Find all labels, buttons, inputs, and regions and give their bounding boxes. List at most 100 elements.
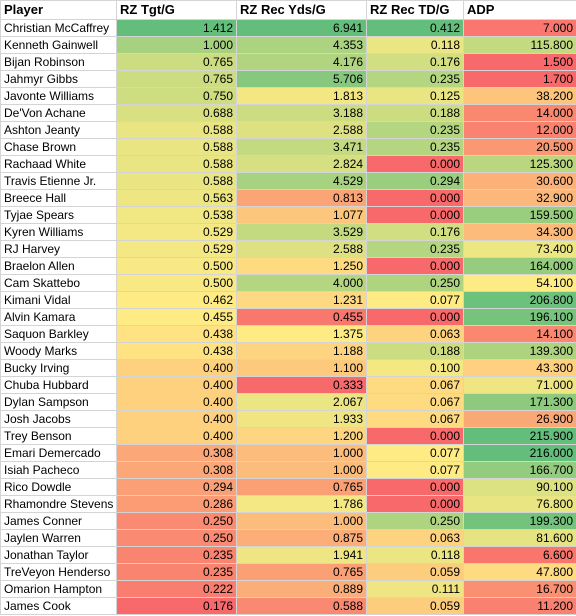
stat-cell: 0.077 [366, 291, 464, 309]
stat-cell: 0.063 [366, 325, 464, 343]
table-row: Dylan Sampson 0.400 2.067 0.067 171.300 [0, 393, 576, 411]
stat-cell: 0.000 [366, 308, 464, 326]
stat-cell: 0.250 [116, 512, 237, 530]
stat-cell: 0.125 [366, 87, 464, 105]
player-name: Chase Brown [0, 138, 117, 156]
stat-cell: 11.200 [463, 597, 576, 615]
stat-cell: 30.600 [463, 172, 576, 190]
stat-cell: 3.188 [236, 104, 367, 122]
table-row: Braelon Allen 0.500 1.250 0.000 164.000 [0, 257, 576, 275]
table-row: Kenneth Gainwell 1.000 4.353 0.118 115.800 [0, 36, 576, 54]
stat-cell: 0.500 [116, 274, 237, 292]
stat-cell: 0.400 [116, 427, 237, 445]
stat-cell: 0.750 [116, 87, 237, 105]
stat-cell: 0.412 [366, 19, 464, 37]
table-row: Kimani Vidal 0.462 1.231 0.077 206.800 [0, 291, 576, 309]
stat-cell: 215.900 [463, 427, 576, 445]
table-row: Cam Skattebo 0.500 4.000 0.250 54.100 [0, 274, 576, 292]
column-header: RZ Tgt/G [116, 0, 237, 20]
stat-cell: 1.077 [236, 206, 367, 224]
stat-cell: 4.176 [236, 53, 367, 71]
player-name: James Cook [0, 597, 117, 615]
player-name: Braelon Allen [0, 257, 117, 275]
stat-cell: 0.176 [116, 597, 237, 615]
stat-cell: 90.100 [463, 478, 576, 496]
stat-cell: 0.588 [116, 155, 237, 173]
stat-cell: 1.412 [116, 19, 237, 37]
table-row: Bucky Irving 0.400 1.100 0.100 43.300 [0, 359, 576, 377]
stat-cell: 0.529 [116, 240, 237, 258]
stat-cell: 1.933 [236, 410, 367, 428]
stat-cell: 0.438 [116, 342, 237, 360]
table-header: Player RZ Tgt/G RZ Rec Yds/G RZ Rec TD/G ADP [0, 0, 576, 20]
stat-cell: 0.588 [116, 121, 237, 139]
stat-cell: 0.000 [366, 427, 464, 445]
player-name: James Conner [0, 512, 117, 530]
stat-cell: 0.294 [366, 172, 464, 190]
stat-cell: 20.500 [463, 138, 576, 156]
stat-cell: 0.688 [116, 104, 237, 122]
stat-cell: 0.462 [116, 291, 237, 309]
stat-cell: 0.765 [236, 478, 367, 496]
stat-cell: 0.118 [366, 36, 464, 54]
stat-cell: 0.250 [366, 512, 464, 530]
stat-cell: 3.529 [236, 223, 367, 241]
stat-cell: 47.800 [463, 563, 576, 581]
stat-cell: 0.250 [366, 274, 464, 292]
stat-cell: 76.800 [463, 495, 576, 513]
player-name: Chuba Hubbard [0, 376, 117, 394]
stat-cell: 38.200 [463, 87, 576, 105]
stat-cell: 0.400 [116, 393, 237, 411]
stat-cell: 1.500 [463, 53, 576, 71]
stat-cell: 2.067 [236, 393, 367, 411]
stat-cell: 1.100 [236, 359, 367, 377]
stat-cell: 1.000 [236, 461, 367, 479]
player-name: Javonte Williams [0, 87, 117, 105]
player-name: Kimani Vidal [0, 291, 117, 309]
stat-cell: 125.300 [463, 155, 576, 173]
stat-cell: 0.538 [116, 206, 237, 224]
column-header: RZ Rec Yds/G [236, 0, 367, 20]
table-row: Travis Etienne Jr. 0.588 4.529 0.294 30.600 [0, 172, 576, 190]
stat-cell: 0.000 [366, 206, 464, 224]
stat-cell: 0.286 [116, 495, 237, 513]
table-row: Tyjae Spears 0.538 1.077 0.000 159.500 [0, 206, 576, 224]
column-header: RZ Rec TD/G [366, 0, 464, 20]
player-name: Emari Demercado [0, 444, 117, 462]
stat-cell: 0.235 [366, 70, 464, 88]
player-name: Alvin Kamara [0, 308, 117, 326]
table-row: Breece Hall 0.563 0.813 0.000 32.900 [0, 189, 576, 207]
column-header: Player [0, 0, 117, 20]
table-row: Rachaad White 0.588 2.824 0.000 125.300 [0, 155, 576, 173]
stat-cell: 0.529 [116, 223, 237, 241]
table-row: Chuba Hubbard 0.400 0.333 0.067 71.000 [0, 376, 576, 394]
player-name: Kenneth Gainwell [0, 36, 117, 54]
player-name: Bijan Robinson [0, 53, 117, 71]
stat-cell: 164.000 [463, 257, 576, 275]
stat-cell: 4.000 [236, 274, 367, 292]
stat-cell: 0.000 [366, 495, 464, 513]
stat-cell: 0.294 [116, 478, 237, 496]
player-name: Ashton Jeanty [0, 121, 117, 139]
stat-cell: 4.353 [236, 36, 367, 54]
player-name: Travis Etienne Jr. [0, 172, 117, 190]
stat-cell: 0.455 [116, 308, 237, 326]
stat-cell: 0.000 [366, 478, 464, 496]
table-row: Alvin Kamara 0.455 0.455 0.000 196.100 [0, 308, 576, 326]
stat-cell: 0.176 [366, 223, 464, 241]
stat-cell: 0.100 [366, 359, 464, 377]
stat-cell: 0.235 [116, 546, 237, 564]
stat-cell: 0.176 [366, 53, 464, 71]
player-name: Isiah Pacheco [0, 461, 117, 479]
table-row: TreVeyon Henderso 0.235 0.765 0.059 47.800 [0, 563, 576, 581]
stat-cell: 0.588 [116, 172, 237, 190]
stat-cell: 0.000 [366, 155, 464, 173]
stat-cell: 0.588 [116, 138, 237, 156]
stat-cell: 6.600 [463, 546, 576, 564]
stat-cell: 5.706 [236, 70, 367, 88]
stat-cell: 0.438 [116, 325, 237, 343]
table-row: De'Von Achane 0.688 3.188 0.188 14.000 [0, 104, 576, 122]
stat-cell: 199.300 [463, 512, 576, 530]
player-name: Omarion Hampton [0, 580, 117, 598]
stat-cell: 6.941 [236, 19, 367, 37]
